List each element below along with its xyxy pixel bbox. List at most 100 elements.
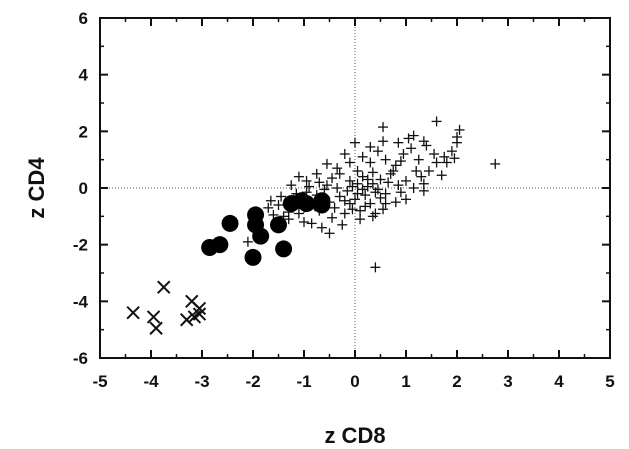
- plus-point: [375, 174, 386, 185]
- plus-point: [352, 178, 363, 189]
- plus-point: [431, 157, 442, 168]
- circle-point: [221, 214, 239, 232]
- plus-point: [342, 185, 353, 196]
- x-tick-label: -1: [296, 372, 311, 391]
- plus-point: [286, 180, 297, 191]
- plus-point: [436, 170, 447, 181]
- plus-point: [344, 175, 355, 186]
- plus-point: [339, 208, 350, 219]
- plus-point: [408, 183, 419, 193]
- plus-point: [344, 157, 355, 168]
- plus-point: [454, 124, 465, 135]
- plus-point: [401, 175, 411, 186]
- plus-point: [263, 202, 274, 213]
- plus-point: [334, 191, 345, 202]
- plus-point: [293, 208, 304, 219]
- plus-point: [365, 198, 376, 209]
- plus-point: [347, 204, 358, 215]
- plus-point: [332, 163, 343, 174]
- plus-point: [304, 181, 315, 192]
- plus-point: [378, 136, 389, 147]
- plus-point: [360, 190, 371, 201]
- plus-point: [350, 194, 360, 205]
- plus-point: [347, 181, 358, 192]
- plus-point: [301, 175, 312, 186]
- data-points: [126, 116, 501, 335]
- plus-point: [367, 211, 378, 222]
- plus-point: [321, 180, 332, 191]
- plus-point: [334, 168, 345, 179]
- plus-point: [490, 158, 501, 169]
- plus-point: [395, 156, 406, 167]
- plus-point: [273, 200, 284, 210]
- plus-point: [276, 191, 287, 202]
- plus-point: [421, 140, 432, 151]
- x-point: [192, 307, 207, 321]
- x-point: [149, 321, 163, 335]
- plus-point: [344, 198, 355, 209]
- plus-point: [370, 262, 381, 273]
- y-tick-label: -4: [73, 292, 89, 311]
- plus-point: [395, 187, 406, 198]
- x-axis-title: z CD8: [324, 423, 385, 448]
- circle-point: [252, 227, 270, 245]
- plus-point: [431, 116, 442, 127]
- x-tick-label: 3: [503, 372, 512, 391]
- plus-point: [283, 214, 294, 225]
- plus-point: [393, 137, 404, 148]
- plus-point: [372, 146, 383, 157]
- plus-point: [329, 202, 340, 213]
- plus-point: [365, 157, 376, 168]
- circle-point: [270, 216, 287, 234]
- plus-point: [327, 173, 338, 184]
- plus-point: [350, 137, 360, 148]
- plus-point: [411, 166, 422, 176]
- x-axis-ticks: -5 -4 -3 -2 -1 0 1 2 3 4 5: [92, 18, 615, 391]
- circle-point: [298, 195, 316, 213]
- x-tick-label: -5: [92, 372, 107, 391]
- plus-point: [337, 219, 348, 230]
- plus-point: [321, 158, 332, 169]
- x-tick-label: 1: [401, 372, 410, 391]
- plus-point: [372, 184, 383, 195]
- plus-point: [242, 236, 253, 247]
- plus-point: [357, 151, 368, 162]
- plus-point: [403, 133, 414, 144]
- plus-point: [327, 212, 338, 223]
- plus-point: [355, 205, 366, 216]
- plus-point: [378, 204, 389, 215]
- plus-point: [393, 180, 404, 191]
- y-tick-label: -6: [73, 349, 88, 368]
- x-tick-label: 0: [350, 372, 359, 391]
- plus-point: [314, 177, 325, 188]
- plus-point: [439, 151, 450, 162]
- x-tick-label: 2: [452, 372, 461, 391]
- x-point: [157, 280, 171, 294]
- x-point: [126, 305, 140, 320]
- plus-point: [449, 153, 460, 164]
- circle-point: [211, 236, 229, 254]
- plus-point: [265, 195, 276, 206]
- plus-point: [362, 174, 373, 185]
- plus-point: [365, 141, 376, 152]
- plus-point: [408, 130, 419, 141]
- x-point: [179, 313, 194, 327]
- plus-point: [390, 160, 401, 171]
- plus-point: [416, 171, 427, 182]
- circle-point: [275, 240, 293, 258]
- y-tick-label: 4: [79, 66, 89, 85]
- circle-point: [313, 196, 331, 214]
- plus-point: [352, 188, 363, 199]
- plus-point: [398, 149, 409, 159]
- y-tick-label: 0: [79, 179, 88, 198]
- x-point: [146, 310, 161, 324]
- plus-point: [339, 195, 350, 206]
- plus-point: [299, 217, 309, 227]
- plus-point: [429, 149, 440, 159]
- plus-point: [383, 177, 394, 188]
- plus-point: [418, 185, 429, 196]
- plus-point: [452, 137, 462, 148]
- x-tick-label: -3: [194, 372, 209, 391]
- x-tick-label: 4: [554, 372, 564, 391]
